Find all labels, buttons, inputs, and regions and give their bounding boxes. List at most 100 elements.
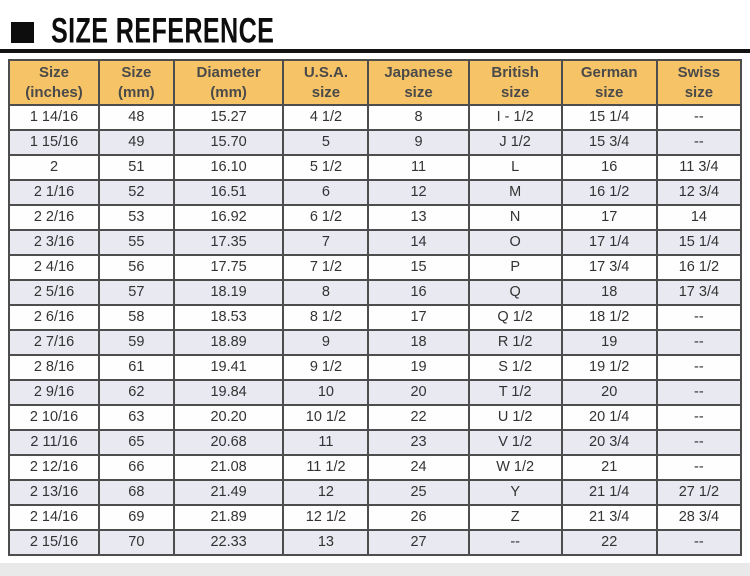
table-cell: -- [655, 454, 743, 481]
column-header-8: Swiss size [655, 59, 743, 106]
table-cell: 16.92 [172, 204, 285, 231]
table-cell: 21 3/4 [560, 504, 658, 531]
table-cell: 12 [367, 179, 470, 206]
bottom-gray-strip [0, 563, 750, 576]
table-cell: 56 [98, 254, 175, 281]
table-cell: 20 [560, 379, 658, 406]
table-cell: 2 15/16 [7, 529, 101, 556]
table-row: 2 6/16 58 18.53 8 1/2 17 Q 1/2 18 1/2 -- [7, 304, 743, 331]
table-cell: 25 [367, 479, 470, 506]
table-cell: 59 [98, 329, 175, 356]
table-cell: 19.41 [172, 354, 285, 381]
column-header-2: Size (mm) [98, 59, 175, 106]
table-header: Size (inches) Size (mm) Diameter (mm) U.S.A. si… [7, 59, 743, 106]
table-cell: 58 [98, 304, 175, 331]
table-row: 2 11/16 65 20.68 11 23 V 1/2 20 3/4 -- [7, 429, 743, 456]
table-cell: 21.89 [172, 504, 285, 531]
table-row: 2 4/16 56 17.75 7 1/2 15 P 17 3/4 16 1/2 [7, 254, 743, 281]
table-cell: L [467, 154, 563, 181]
table-cell: 5 [282, 129, 370, 156]
table-cell: 68 [98, 479, 175, 506]
table-cell: 18.53 [172, 304, 285, 331]
table-cell: 26 [367, 504, 470, 531]
table-cell: Q 1/2 [467, 304, 563, 331]
table-cell: 2 14/16 [7, 504, 101, 531]
table-cell: 2 3/16 [7, 229, 101, 256]
table-cell: U 1/2 [467, 404, 563, 431]
table-cell: 2 6/16 [7, 304, 101, 331]
table-cell: 9 [282, 329, 370, 356]
table-cell: W 1/2 [467, 454, 563, 481]
table-cell: 20 [367, 379, 470, 406]
table-cell: 13 [367, 204, 470, 231]
table-cell: O [467, 229, 563, 256]
table-cell: Z [467, 504, 563, 531]
table-cell: V 1/2 [467, 429, 563, 456]
table-cell: 15.70 [172, 129, 285, 156]
table-cell: 70 [98, 529, 175, 556]
table-cell: 63 [98, 404, 175, 431]
table-cell: 53 [98, 204, 175, 231]
table-cell: -- [655, 304, 743, 331]
table-cell: 22 [367, 404, 470, 431]
table-cell: 2 2/16 [7, 204, 101, 231]
table-cell: -- [655, 529, 743, 556]
table-cell: 13 [282, 529, 370, 556]
table-cell: 12 [282, 479, 370, 506]
table-cell: -- [655, 404, 743, 431]
table-row: 2 15/16 70 22.33 13 27 -- 22 -- [7, 529, 743, 556]
table-cell: 2 13/16 [7, 479, 101, 506]
table-cell: 48 [98, 104, 175, 131]
table-cell: 21 [560, 454, 658, 481]
table-row: 2 51 16.10 5 1/2 11 L 16 11 3/4 [7, 154, 743, 181]
table-cell: 4 1/2 [282, 104, 370, 131]
table-cell: 18 [560, 279, 658, 306]
table-cell: 6 [282, 179, 370, 206]
table-body: 1 14/16 48 15.27 4 1/2 8 I - 1/2 15 1/4 -- 1 15/… [7, 104, 743, 556]
table-cell: 51 [98, 154, 175, 181]
page-title: SIZE REFERENCE [51, 10, 275, 51]
table-row: 2 10/16 63 20.20 10 1/2 22 U 1/2 20 1/4 -- [7, 404, 743, 431]
table-row: 2 14/16 69 21.89 12 1/2 26 Z 21 3/4 28 3/4 [7, 504, 743, 531]
table-cell: 19 [367, 354, 470, 381]
table-cell: 18.89 [172, 329, 285, 356]
table-cell: 69 [98, 504, 175, 531]
table-cell: S 1/2 [467, 354, 563, 381]
column-header-7: German size [560, 59, 658, 106]
table-cell: 12 1/2 [282, 504, 370, 531]
table-cell: 21 1/4 [560, 479, 658, 506]
table-cell: 16.51 [172, 179, 285, 206]
table-cell: 57 [98, 279, 175, 306]
table-cell: 17 1/4 [560, 229, 658, 256]
table-cell: 15 3/4 [560, 129, 658, 156]
table-cell: 10 [282, 379, 370, 406]
table-cell: 14 [367, 229, 470, 256]
table-cell: R 1/2 [467, 329, 563, 356]
table-cell: 11 [367, 154, 470, 181]
table-cell: 17 3/4 [560, 254, 658, 281]
table-row: 2 5/16 57 18.19 8 16 Q 18 17 3/4 [7, 279, 743, 306]
table-cell: -- [655, 429, 743, 456]
table-cell: 18 [367, 329, 470, 356]
table-cell: I - 1/2 [467, 104, 563, 131]
table-cell: 15 [367, 254, 470, 281]
table-cell: 19 1/2 [560, 354, 658, 381]
table-cell: 14 [655, 204, 743, 231]
table-cell: 28 3/4 [655, 504, 743, 531]
table-cell: 55 [98, 229, 175, 256]
table-cell: Y [467, 479, 563, 506]
table-cell: 52 [98, 179, 175, 206]
table-cell: 15 1/4 [560, 104, 658, 131]
table-cell: 2 8/16 [7, 354, 101, 381]
table-cell: 21.08 [172, 454, 285, 481]
column-header-6: British size [467, 59, 563, 106]
table-cell: 20.20 [172, 404, 285, 431]
table-cell: 11 [282, 429, 370, 456]
table-cell: 17.75 [172, 254, 285, 281]
table-cell: 16 [560, 154, 658, 181]
table-row: 2 12/16 66 21.08 11 1/2 24 W 1/2 21 -- [7, 454, 743, 481]
table-cell: 5 1/2 [282, 154, 370, 181]
table-cell: 2 10/16 [7, 404, 101, 431]
table-cell: N [467, 204, 563, 231]
title-bar: SIZE REFERENCE [0, 0, 750, 50]
